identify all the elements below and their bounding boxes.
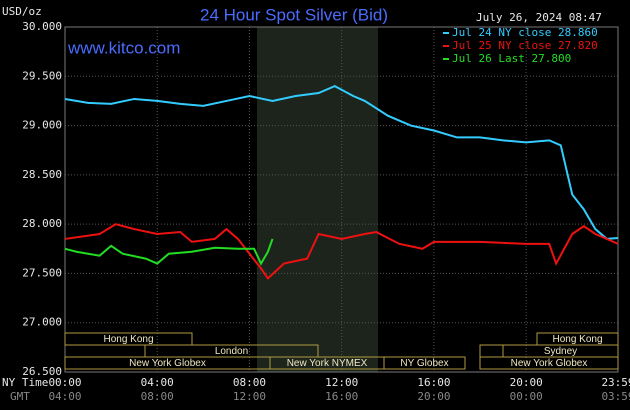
timestamp: July 26, 2024 08:47 bbox=[476, 11, 602, 24]
session-label: Hong Kong bbox=[552, 334, 602, 345]
plot-frame bbox=[64, 26, 619, 373]
y-tick-label: 29.000 bbox=[22, 119, 62, 132]
y-tick-label: 27.500 bbox=[22, 266, 62, 279]
source: www.kitco.com bbox=[67, 38, 180, 57]
session-label: Sydney bbox=[544, 346, 577, 357]
x-tick-label: 08:00 bbox=[233, 376, 266, 389]
x-tick-label: 20:00 bbox=[510, 376, 543, 389]
session-label: London bbox=[215, 346, 248, 357]
gmt-tick-label: 20:00 bbox=[417, 390, 450, 403]
y-tick-label: 30.000 bbox=[22, 20, 62, 33]
series-line bbox=[64, 223, 619, 280]
gmt-tick-label: 00:00 bbox=[510, 390, 543, 403]
series-line bbox=[64, 238, 274, 266]
session-box bbox=[383, 356, 466, 370]
session-box bbox=[479, 356, 619, 370]
x-label-ny: NY Time bbox=[2, 376, 48, 389]
y-tick-label: 26.500 bbox=[22, 365, 62, 378]
y-tick-label: 27.000 bbox=[22, 316, 62, 329]
y-tick-label: 28.500 bbox=[22, 168, 62, 181]
gmt-tick-label: 04:00 bbox=[48, 390, 81, 403]
y-tick-label: 29.500 bbox=[22, 69, 62, 82]
session-label: New York Globex bbox=[511, 358, 588, 369]
series-line bbox=[64, 85, 619, 240]
session-label: New York NYMEX bbox=[287, 358, 368, 369]
session-label: NY Globex bbox=[400, 358, 448, 369]
unit-label: USD/oz bbox=[2, 5, 42, 18]
legend-label: Jul 25 NY close 27.820 bbox=[452, 39, 598, 52]
legend-label: Jul 24 NY close 28.860 bbox=[452, 26, 598, 39]
session-label: New York Globex bbox=[129, 358, 206, 369]
x-label-gmt: GMT bbox=[10, 390, 30, 403]
chart-title: 24 Hour Spot Silver (Bid) bbox=[200, 5, 388, 24]
legend-label: Jul 26 Last 27.800 bbox=[452, 52, 571, 65]
ny-session-shade bbox=[257, 27, 378, 372]
session-box bbox=[64, 332, 193, 346]
x-tick-label: 04:00 bbox=[141, 376, 174, 389]
y-tick-label: 28.000 bbox=[22, 217, 62, 230]
gmt-tick-label: 12:00 bbox=[233, 390, 266, 403]
gmt-tick-label: 03:59 bbox=[601, 390, 630, 403]
x-tick-label: 16:00 bbox=[417, 376, 450, 389]
x-tick-label: 00:00 bbox=[48, 376, 81, 389]
x-tick-label: 23:59 bbox=[601, 376, 630, 389]
session-label: Hong Kong bbox=[103, 334, 153, 345]
gmt-tick-label: 08:00 bbox=[141, 390, 174, 403]
gmt-tick-label: 16:00 bbox=[325, 390, 358, 403]
x-tick-label: 12:00 bbox=[325, 376, 358, 389]
